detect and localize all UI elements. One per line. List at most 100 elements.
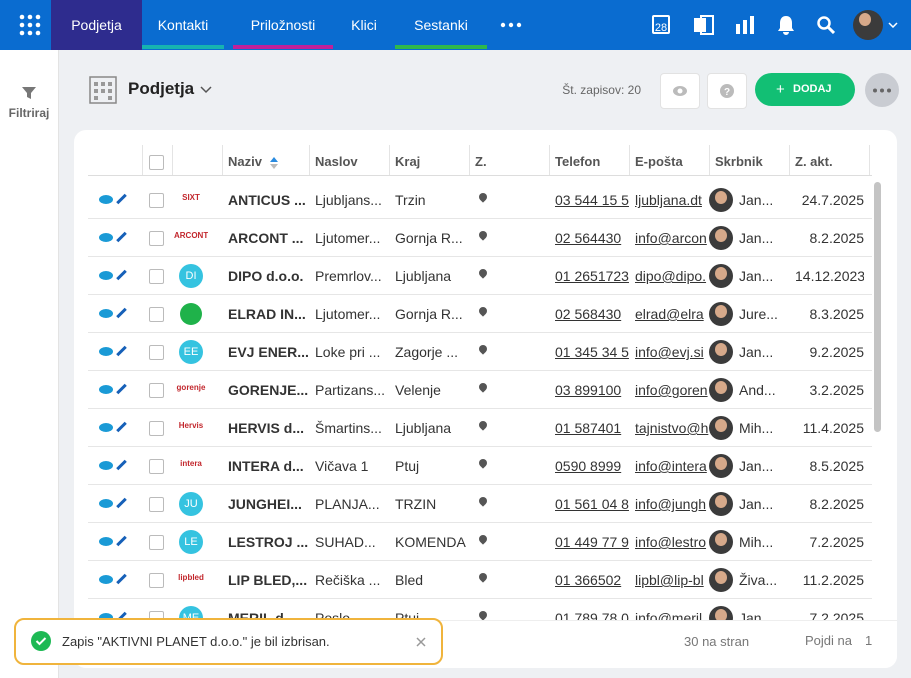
view-button[interactable] [660,73,700,109]
cell-name[interactable]: LESTROJ ... [228,534,309,550]
view-icon[interactable] [99,499,113,508]
notifications-icon[interactable] [777,15,795,35]
edit-icon[interactable] [116,270,127,281]
cell-email[interactable]: info@goren [635,382,709,398]
cell-email[interactable]: ljubljana.dt [635,192,709,208]
cell-email[interactable]: info@jungh [635,496,709,512]
apps-icon[interactable] [19,14,41,36]
cell-phone[interactable]: 01 366502 [555,572,629,588]
view-icon[interactable] [99,233,113,242]
location-icon[interactable] [477,229,488,240]
view-icon[interactable] [99,423,113,432]
nav-item[interactable]: Priložnosti [233,0,333,50]
cell-phone[interactable]: 03 544 15 5 [555,192,629,208]
view-icon[interactable] [99,347,113,356]
edit-icon[interactable] [116,536,127,547]
location-icon[interactable] [477,419,488,430]
cell-name[interactable]: GORENJE... [228,382,309,398]
column-header[interactable]: Skrbnik [715,154,763,169]
cell-name[interactable]: HERVIS d... [228,420,309,436]
scrollbar[interactable] [874,182,881,432]
column-header[interactable]: E-pošta [635,154,683,169]
title-caret[interactable] [200,86,212,94]
add-button-label[interactable]: DODAJ [793,73,832,106]
user-avatar[interactable] [853,10,883,40]
cell-name[interactable]: ARCONT ... [228,230,309,246]
checkbox[interactable] [149,497,164,512]
checkbox[interactable] [149,345,164,360]
cell-email[interactable]: dipo@dipo. [635,268,709,284]
cell-phone[interactable]: 02 568430 [555,306,629,322]
location-icon[interactable] [477,533,488,544]
column-header[interactable]: Naslov [315,154,358,169]
page-size[interactable]: 30 na stran [684,634,749,649]
page-title[interactable]: Podjetja [128,79,194,99]
column-header[interactable]: Telefon [555,154,600,169]
cell-phone[interactable]: 01 449 77 9 [555,534,629,550]
view-icon[interactable] [99,309,113,318]
cell-name[interactable]: ANTICUS ... [228,192,309,208]
checkbox[interactable] [149,421,164,436]
cell-email[interactable]: info@lestro [635,534,709,550]
cell-phone[interactable]: 01 2651723 [555,268,629,284]
view-icon[interactable] [99,271,113,280]
outlook-icon[interactable] [693,15,715,35]
nav-item[interactable]: Klici [333,0,395,50]
cell-phone[interactable]: 03 899100 [555,382,629,398]
user-menu-caret[interactable] [888,22,898,28]
column-header[interactable]: Kraj [395,154,420,169]
location-icon[interactable] [477,343,488,354]
checkbox[interactable] [149,573,164,588]
edit-icon[interactable] [116,346,127,357]
view-icon[interactable] [99,461,113,470]
cell-name[interactable]: EVJ ENER... [228,344,309,360]
help-button[interactable]: ? [707,73,747,109]
location-icon[interactable] [477,571,488,582]
location-icon[interactable] [477,457,488,468]
cell-email[interactable]: tajnistvo@h [635,420,709,436]
edit-icon[interactable] [116,384,127,395]
view-icon[interactable] [99,575,113,584]
checkbox[interactable] [149,307,164,322]
view-icon[interactable] [99,537,113,546]
column-header[interactable]: Naziv [228,154,262,169]
checkbox[interactable] [149,535,164,550]
edit-icon[interactable] [116,232,127,243]
checkbox[interactable] [149,193,164,208]
cell-email[interactable]: elrad@elra [635,306,709,322]
location-icon[interactable] [477,305,488,316]
calendar-icon[interactable]: 28 [652,15,670,34]
more-button[interactable] [865,73,899,107]
cell-phone[interactable]: 01 345 34 5 [555,344,629,360]
nav-item[interactable]: Sestanki [395,0,487,50]
checkbox[interactable] [149,269,164,284]
checkbox[interactable] [149,231,164,246]
goto-page[interactable]: 1 [865,633,872,648]
search-icon[interactable] [817,16,835,34]
edit-icon[interactable] [116,460,127,471]
cell-phone[interactable]: 02 564430 [555,230,629,246]
nav-item[interactable]: Podjetja [51,0,142,50]
cell-name[interactable]: LIP BLED,... [228,572,309,588]
edit-icon[interactable] [116,194,127,205]
edit-icon[interactable] [116,422,127,433]
cell-name[interactable]: ELRAD IN... [228,306,309,322]
nav-item[interactable]: Kontakti [142,0,224,50]
cell-phone[interactable]: 01 587401 [555,420,629,436]
location-icon[interactable] [477,191,488,202]
location-icon[interactable] [477,495,488,506]
cell-name[interactable]: DIPO d.o.o. [228,268,309,284]
sort-icon[interactable] [270,153,278,162]
cell-phone[interactable]: 0590 8999 [555,458,629,474]
edit-icon[interactable] [116,308,127,319]
more-icon[interactable] [500,22,522,28]
checkbox[interactable] [149,155,164,170]
cell-email[interactable]: lipbl@lip-bl [635,572,709,588]
view-icon[interactable] [99,195,113,204]
cell-email[interactable]: info@arcon [635,230,709,246]
cell-phone[interactable]: 01 561 04 8 [555,496,629,512]
view-icon[interactable] [99,385,113,394]
filter-icon[interactable] [22,86,36,100]
column-header[interactable]: Z. [475,154,487,169]
reports-icon[interactable] [735,16,755,34]
